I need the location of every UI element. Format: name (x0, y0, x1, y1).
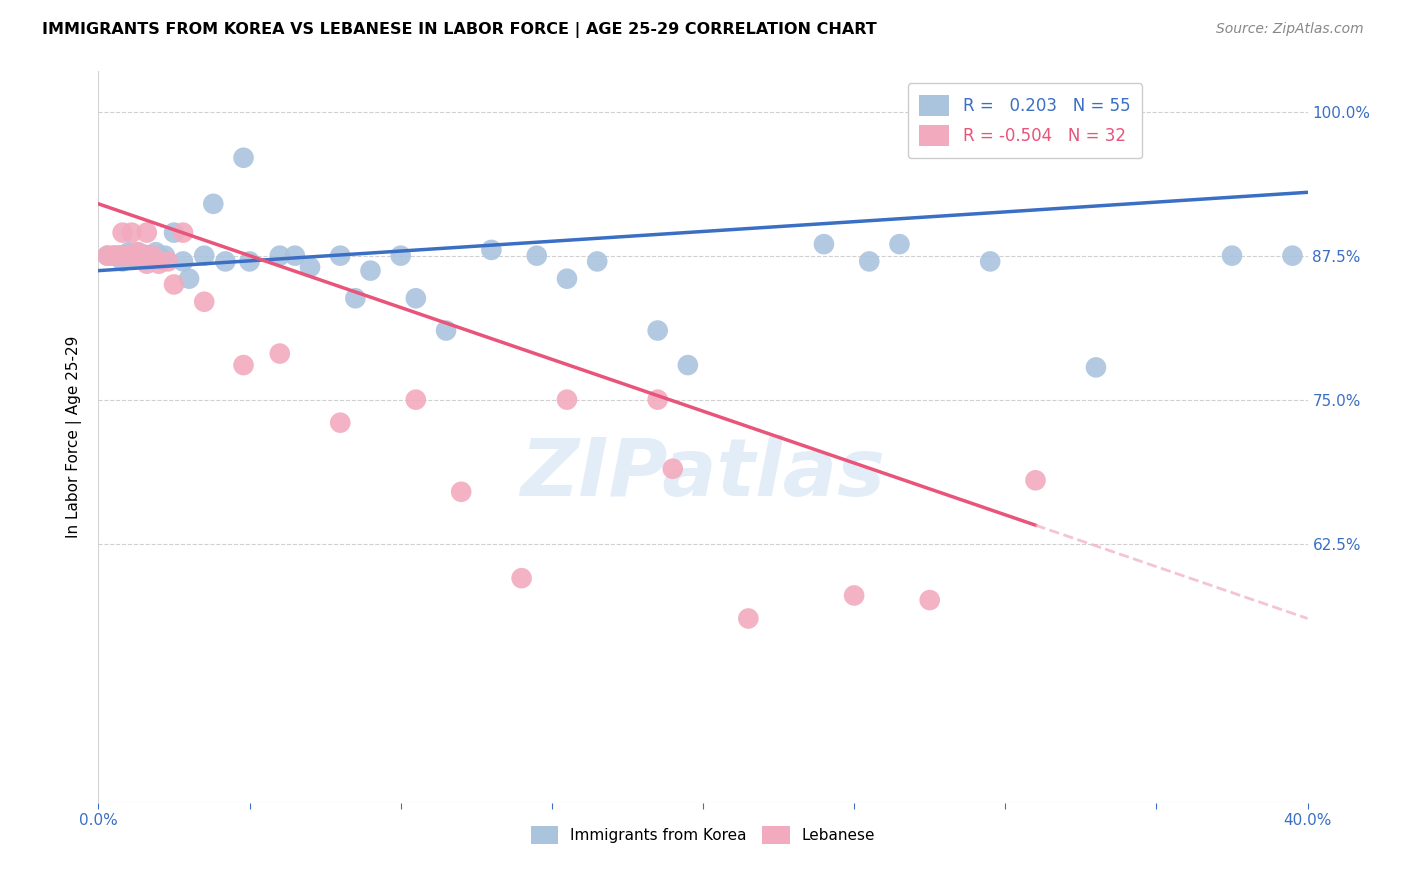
Point (179, 271, 201, 285)
Text: Source: ZipAtlas.com: Source: ZipAtlas.com (1216, 22, 1364, 37)
Point (156, 254, 179, 268)
Point (1281, 249, 1303, 263)
Point (510, 571, 533, 585)
Point (813, 237, 835, 252)
Point (132, 249, 155, 263)
Point (284, 249, 307, 263)
Point (111, 254, 134, 268)
Point (103, 249, 125, 263)
Point (232, 151, 254, 165)
Point (1024, 473, 1046, 487)
Point (108, 249, 131, 263)
Point (555, 392, 578, 407)
Point (647, 392, 669, 407)
Point (450, 484, 472, 499)
Point (121, 226, 143, 240)
Point (172, 254, 194, 268)
Point (148, 249, 170, 263)
Point (269, 249, 291, 263)
Point (135, 249, 157, 263)
Point (193, 294, 215, 309)
Point (481, 243, 503, 257)
Point (202, 197, 225, 211)
Point (132, 247, 155, 261)
Text: IMMIGRANTS FROM KOREA VS LEBANESE IN LABOR FORCE | AGE 25-29 CORRELATION CHART: IMMIGRANTS FROM KOREA VS LEBANESE IN LAB… (42, 22, 877, 38)
Point (676, 358, 699, 372)
Point (193, 249, 215, 263)
Point (108, 249, 131, 263)
Point (360, 263, 382, 277)
Point (118, 249, 141, 263)
Point (737, 611, 759, 625)
Point (153, 249, 176, 263)
Point (299, 260, 322, 275)
Point (172, 226, 194, 240)
Point (163, 226, 186, 240)
Point (329, 416, 352, 430)
Point (389, 249, 412, 263)
Point (148, 257, 170, 271)
Point (647, 324, 669, 338)
Point (1085, 360, 1108, 375)
Point (163, 277, 186, 292)
Point (124, 251, 146, 265)
Y-axis label: In Labor Force | Age 25-29: In Labor Force | Age 25-29 (66, 336, 83, 538)
Point (124, 249, 146, 263)
Point (139, 249, 162, 263)
Text: ZIPatlas: ZIPatlas (520, 434, 886, 513)
Point (132, 251, 155, 265)
Point (129, 249, 152, 263)
Point (135, 252, 157, 266)
Point (114, 249, 136, 263)
Point (108, 249, 131, 263)
Legend: Immigrants from Korea, Lebanese: Immigrants from Korea, Lebanese (524, 820, 882, 850)
Point (145, 245, 167, 260)
Point (858, 254, 880, 268)
Point (96, 249, 118, 263)
Point (142, 249, 165, 263)
Point (114, 249, 136, 263)
Point (586, 254, 609, 268)
Point (127, 249, 149, 263)
Point (434, 324, 457, 338)
Point (103, 249, 125, 263)
Point (118, 245, 141, 260)
Point (135, 257, 157, 271)
Point (1220, 249, 1243, 263)
Point (269, 346, 291, 360)
Point (661, 462, 683, 476)
Point (555, 271, 578, 285)
Point (239, 254, 262, 268)
Point (142, 250, 165, 264)
Point (232, 358, 254, 372)
Point (214, 254, 236, 268)
Point (329, 249, 352, 263)
Point (889, 237, 911, 252)
Point (129, 249, 152, 263)
Point (111, 226, 134, 240)
Point (405, 392, 427, 407)
Point (405, 291, 427, 305)
Point (918, 593, 941, 607)
Point (150, 252, 173, 266)
Point (124, 249, 146, 263)
Point (127, 245, 149, 260)
Point (979, 254, 1001, 268)
Point (96, 249, 118, 263)
Point (135, 226, 157, 240)
Point (121, 247, 143, 261)
Point (844, 589, 866, 603)
Point (127, 245, 149, 260)
Point (526, 249, 548, 263)
Point (105, 249, 128, 263)
Point (114, 249, 136, 263)
Point (344, 291, 367, 305)
